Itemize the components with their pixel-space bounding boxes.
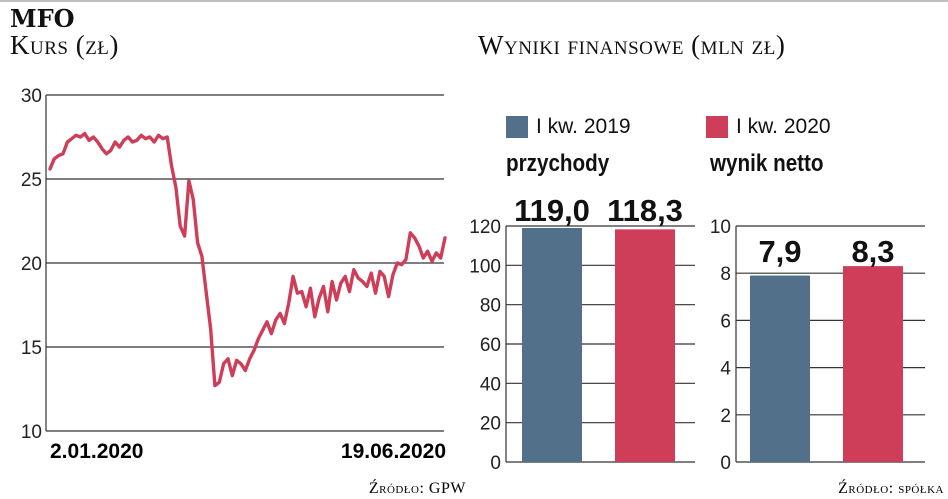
bar-value-label: 7,9 <box>758 234 801 269</box>
financial-results-title: Wyniki finansowe (mln zł) <box>478 30 786 60</box>
y-tick-label: 60 <box>480 335 501 356</box>
y-tick-label: 40 <box>480 374 501 395</box>
y-tick-label: 20 <box>480 414 501 435</box>
legend-label-2020: I kw. 2020 <box>736 115 831 138</box>
legend-swatch-2020 <box>706 116 728 138</box>
revenue-bar-chart: 0 20 40 60 80 100 120 119,0 118,3 <box>469 193 695 474</box>
y-tick-label: 8 <box>720 264 731 285</box>
net-result-chart-title: wynik netto <box>710 150 824 177</box>
y-tick-label: 30 <box>21 86 42 107</box>
y-tick-label: 0 <box>720 453 731 474</box>
legend-swatch-2019 <box>506 116 528 138</box>
revenue-chart-title: przychody <box>506 150 610 177</box>
bar-value-label: 119,0 <box>514 193 590 228</box>
y-tick-label: 10 <box>21 422 42 443</box>
x-start-label: 2.01.2020 <box>50 440 143 463</box>
bar-2020 <box>615 229 675 462</box>
y-tick-label: 120 <box>469 217 501 238</box>
y-tick-label: 100 <box>469 256 501 277</box>
y-tick-label: 0 <box>490 453 501 474</box>
price-series-line <box>48 131 447 388</box>
bar-2019 <box>522 227 582 462</box>
y-tick-label: 80 <box>480 296 501 317</box>
y-tick-label: 10 <box>710 217 731 238</box>
y-tick-label: 4 <box>720 359 731 380</box>
y-tick-label: 25 <box>21 170 42 191</box>
y-tick-label: 2 <box>720 406 731 427</box>
price-chart-subtitle: Kurs (zł) <box>10 30 119 60</box>
price-line-chart: 10 15 20 25 30 2.01.2020 19.06.2020 <box>21 86 447 463</box>
x-end-label: 19.06.2020 <box>341 440 446 463</box>
left-source-label: Źródło: GPW <box>369 478 467 497</box>
bar-2019 <box>750 275 810 462</box>
net-result-bar-chart: 0 2 4 6 8 10 7,9 8,3 <box>710 217 925 474</box>
bar-value-label: 118,3 <box>607 193 683 228</box>
legend-item-2020: I kw. 2020 <box>706 114 831 140</box>
y-tick-label: 6 <box>720 311 731 332</box>
bar-value-label: 8,3 <box>851 234 894 269</box>
legend-label-2019: I kw. 2019 <box>536 115 631 138</box>
top-rule <box>0 0 948 2</box>
legend-item-2019: I kw. 2019 <box>506 114 631 140</box>
bar-2020 <box>843 266 903 462</box>
y-tick-label: 20 <box>21 254 42 275</box>
right-source-label: Źródło: spółka <box>838 478 944 497</box>
ticker-label: MFO <box>10 4 75 33</box>
y-tick-label: 15 <box>21 338 42 359</box>
